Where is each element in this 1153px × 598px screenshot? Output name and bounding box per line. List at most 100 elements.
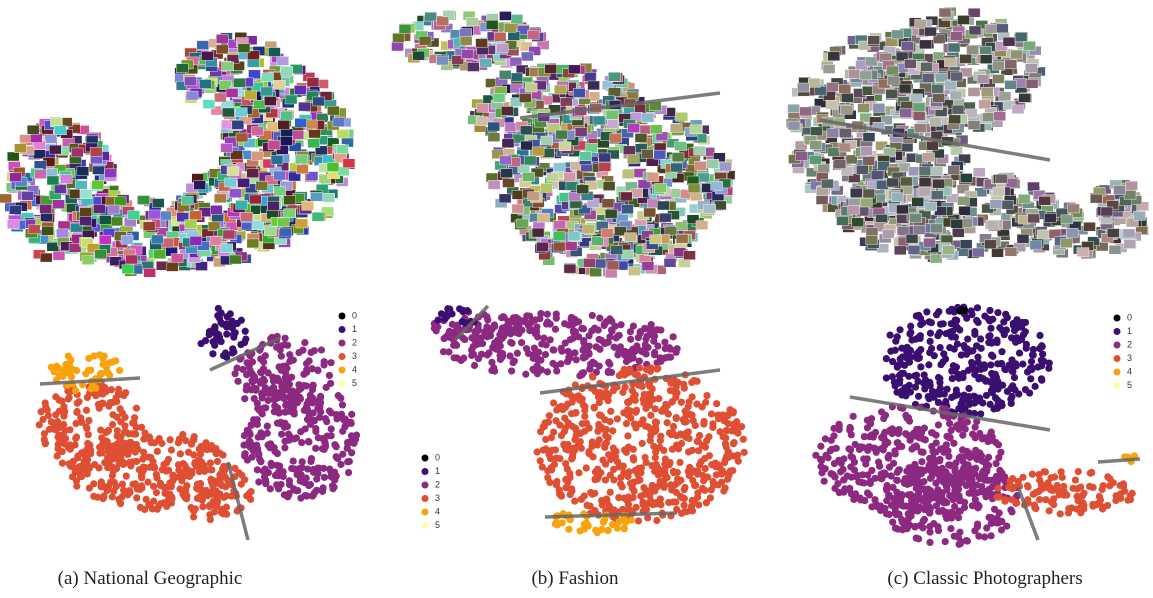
- thumbnail: [950, 219, 964, 229]
- thumbnail: [865, 56, 878, 67]
- point: [216, 477, 224, 486]
- thumbnail: [148, 209, 161, 220]
- point: [108, 420, 117, 429]
- point: [536, 457, 544, 465]
- point: [248, 376, 256, 385]
- point: [109, 358, 117, 366]
- point: [228, 349, 236, 357]
- thumbnail: [522, 172, 535, 182]
- point: [506, 352, 514, 360]
- thumbnail: [253, 99, 266, 110]
- thumbnail: [19, 134, 32, 144]
- point: [674, 478, 682, 486]
- thumbnail: [905, 233, 919, 244]
- point: [283, 364, 291, 372]
- thumbnail: [79, 207, 92, 217]
- point: [113, 413, 121, 421]
- point: [64, 395, 72, 403]
- thumbnail: [398, 24, 412, 34]
- point: [602, 431, 610, 440]
- point: [590, 404, 598, 412]
- point: [317, 346, 326, 354]
- thumbnail: [498, 193, 512, 204]
- point: [214, 497, 222, 505]
- point: [615, 463, 623, 471]
- point: [474, 327, 482, 335]
- thumbnail: [523, 155, 537, 166]
- thumbnail: [899, 108, 912, 118]
- thumbnail: [1027, 181, 1040, 192]
- point: [223, 330, 231, 338]
- point: [566, 336, 574, 344]
- point: [160, 460, 168, 469]
- thumbnail: [46, 175, 60, 186]
- point: [669, 467, 677, 476]
- thumbnail: [229, 188, 242, 198]
- point: [680, 501, 688, 509]
- thumbnail: [196, 40, 209, 50]
- thumbnail: [924, 201, 937, 212]
- point: [169, 471, 177, 479]
- point: [255, 450, 263, 458]
- thumbnail: [273, 186, 286, 196]
- thumbnail: [1002, 36, 1016, 47]
- point: [491, 322, 499, 331]
- thumbnail: [467, 62, 480, 72]
- point: [182, 495, 191, 503]
- point: [589, 373, 597, 381]
- thumbnail: [528, 46, 541, 56]
- point: [214, 312, 222, 320]
- thumbnail: [559, 97, 573, 107]
- point: [240, 441, 248, 449]
- point: [79, 450, 87, 458]
- thumbnail: [913, 123, 927, 133]
- point: [621, 347, 629, 356]
- thumbnail: [929, 253, 943, 264]
- thumbnail: [7, 151, 20, 162]
- point: [479, 339, 487, 348]
- thumbnail: [687, 183, 701, 194]
- thumbnail: [424, 11, 437, 22]
- thumbnail: [391, 41, 404, 52]
- thumbnail: [966, 45, 979, 55]
- thumbnail: [563, 263, 577, 274]
- thumbnail: [982, 112, 995, 122]
- point: [190, 513, 198, 521]
- point: [582, 464, 590, 472]
- point: [574, 333, 583, 341]
- thumbnail: [30, 133, 43, 143]
- thumbnail: [27, 224, 41, 235]
- point: [94, 390, 102, 398]
- point: [219, 451, 227, 459]
- point: [277, 480, 285, 489]
- point: [301, 425, 309, 433]
- thumbnail: [862, 132, 876, 142]
- point: [581, 412, 589, 420]
- thumbnail: [959, 239, 973, 249]
- point: [460, 354, 468, 362]
- point: [87, 446, 95, 454]
- point: [601, 441, 609, 449]
- thumbnail: [52, 251, 66, 261]
- point: [608, 327, 616, 335]
- thumbnail: [270, 155, 284, 165]
- thumbnail: [511, 203, 525, 214]
- thumbnail: [92, 165, 105, 175]
- thumbnail: [201, 51, 214, 61]
- point: [485, 349, 493, 357]
- thumbnail: [392, 33, 405, 43]
- thumbnail: [641, 149, 654, 159]
- thumbnail: [312, 96, 325, 107]
- point: [594, 427, 602, 435]
- point: [84, 431, 92, 439]
- thumbnail: [59, 174, 73, 184]
- thumbnail: [57, 220, 71, 231]
- point: [293, 397, 301, 405]
- point: [304, 406, 312, 415]
- point: [653, 326, 661, 334]
- point: [85, 484, 93, 492]
- point: [85, 354, 93, 362]
- thumbnail: [838, 142, 852, 153]
- thumbnail: [657, 200, 670, 211]
- thumbnail: [143, 268, 156, 278]
